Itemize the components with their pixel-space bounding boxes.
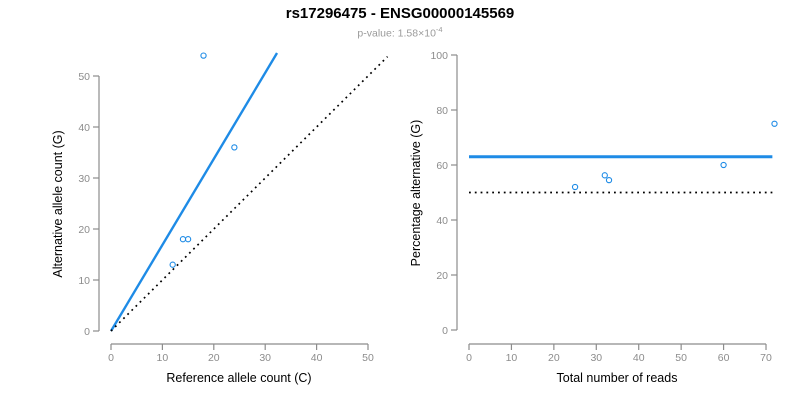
- x-tick-label: 10: [506, 352, 518, 364]
- plot-title: rs17296475 - ENSG00000145569: [285, 5, 515, 22]
- generated-plot-elements: 0 10 20 30 40 50 0 10 20 30 40 50 0 10 20 30 40 50 60 70 0 20…: [78, 50, 778, 364]
- y-tick-label: 0: [442, 325, 448, 337]
- x-tick-label: 20: [208, 352, 220, 364]
- plot-subtitle: p-value: 1.58×10-4: [0, 25, 800, 40]
- y-tick-label: 80: [436, 105, 448, 117]
- data-point: [720, 161, 727, 169]
- x-tick-label: 70: [760, 352, 772, 364]
- x-tick-label: 20: [548, 352, 560, 364]
- identity-line: [110, 56, 389, 332]
- x-tick-label: 50: [362, 352, 374, 364]
- data-point: [231, 144, 238, 151]
- right-xaxis-label: Total number of reads: [557, 371, 678, 385]
- x-tick-label: 60: [718, 352, 730, 364]
- data-point: [179, 236, 187, 243]
- data-point: [571, 183, 579, 191]
- y-tick-label: 40: [436, 215, 448, 227]
- y-tick-label: 20: [436, 270, 448, 282]
- data-point: [601, 172, 608, 179]
- data-point: [200, 52, 207, 59]
- data-point: [184, 236, 192, 243]
- y-tick-label: 40: [78, 122, 90, 134]
- x-tick-label: 10: [157, 352, 169, 364]
- left-yaxis-label: Alternative allele count (G): [51, 130, 65, 277]
- x-tick-label: 30: [259, 352, 271, 364]
- x-tick-label: 0: [108, 352, 114, 364]
- y-tick-label: 50: [78, 71, 90, 83]
- y-tick-label: 100: [430, 50, 448, 62]
- p-value-exponent: -4: [435, 25, 443, 34]
- y-tick-label: 10: [78, 275, 90, 287]
- y-tick-label: 20: [78, 224, 90, 236]
- data-point: [169, 261, 176, 268]
- y-tick-label: 30: [78, 173, 90, 185]
- x-tick-label: 0: [466, 352, 472, 364]
- plot-panel-left: 0 10 20 30 40 50 0 10 20 30 40 50: [78, 52, 389, 364]
- y-tick-label: 0: [84, 326, 90, 338]
- x-tick-label: 50: [675, 352, 687, 364]
- p-value-text: p-value: 1.58×10: [357, 27, 436, 40]
- right-yaxis-label: Percentage alternative (G): [409, 120, 423, 267]
- y-tick-label: 60: [436, 160, 448, 172]
- left-xaxis-label: Reference allele count (C): [166, 371, 311, 385]
- x-tick-label: 40: [311, 352, 323, 364]
- data-point: [605, 176, 613, 184]
- fit-line: [109, 52, 279, 332]
- x-tick-label: 40: [633, 352, 645, 364]
- data-point: [771, 120, 778, 127]
- plot-panel-right: 0 10 20 30 40 50 60 70 0 20 40 60 80 100: [430, 50, 778, 364]
- x-tick-label: 30: [590, 352, 602, 364]
